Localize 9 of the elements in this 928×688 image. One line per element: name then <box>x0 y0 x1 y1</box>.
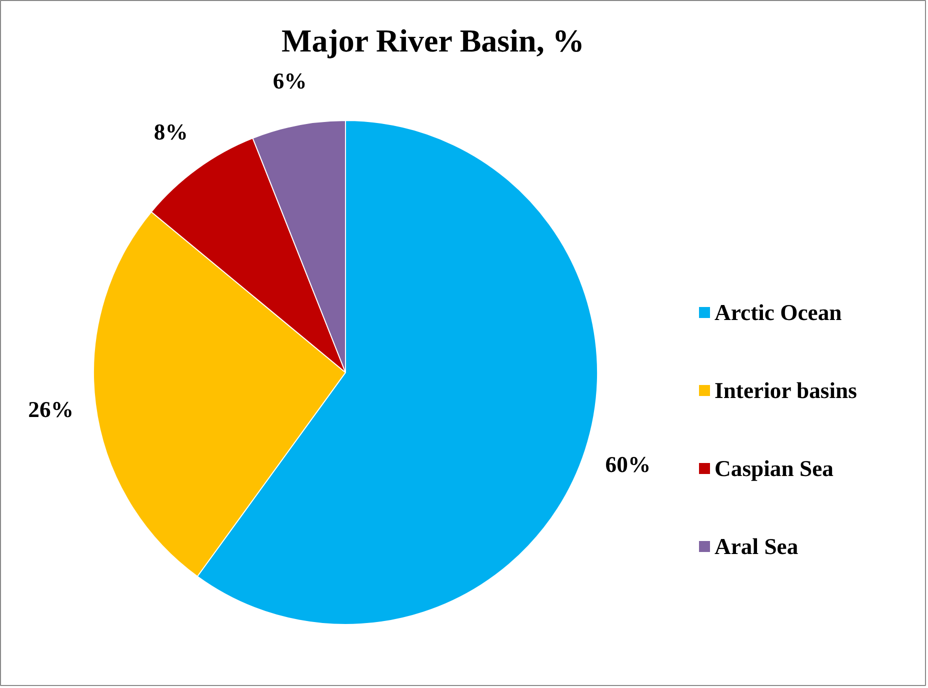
chart-title: Major River Basin, % <box>282 22 584 58</box>
data-label: 8% <box>154 120 188 145</box>
legend-label: Interior basins <box>714 378 858 403</box>
legend-label: Caspian Sea <box>714 456 834 481</box>
legend-label: Arctic Ocean <box>714 300 842 325</box>
data-label: 60% <box>605 452 651 477</box>
data-label: 26% <box>28 397 74 422</box>
legend-label: Aral Sea <box>714 534 798 559</box>
data-label: 6% <box>272 68 307 94</box>
